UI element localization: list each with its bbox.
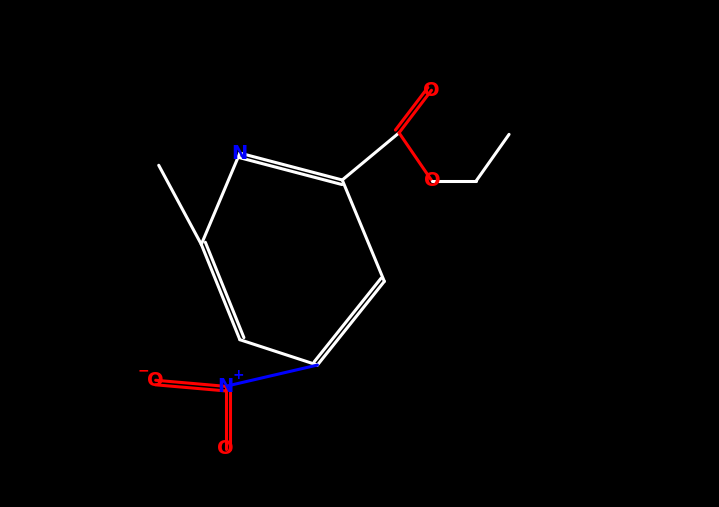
Text: −: − (137, 363, 149, 377)
Text: +: + (232, 368, 244, 382)
Text: N: N (232, 143, 248, 163)
Text: N: N (218, 377, 234, 396)
Text: O: O (423, 81, 440, 100)
Text: O: O (423, 171, 440, 191)
Text: O: O (147, 371, 164, 390)
Text: O: O (217, 439, 234, 458)
